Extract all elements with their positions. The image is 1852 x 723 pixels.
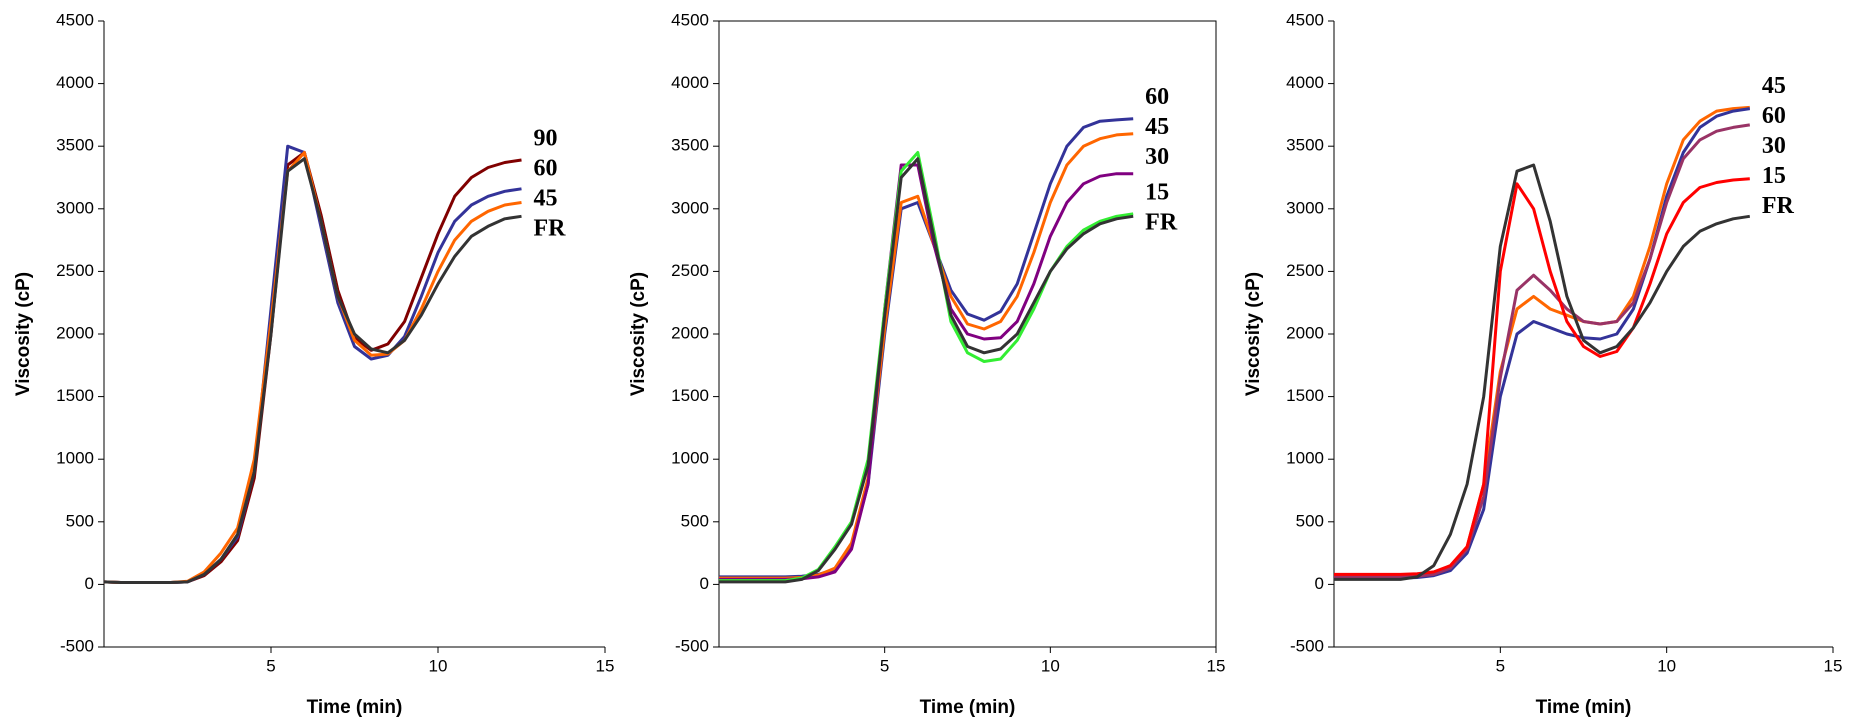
y-tick-label: 2500	[56, 261, 94, 280]
series-label: 60	[1145, 84, 1169, 110]
y-tick-label: 1000	[671, 449, 709, 468]
y-tick-label: -500	[675, 636, 709, 655]
x-tick-label: 10	[429, 656, 448, 675]
y-tick-label: 2500	[1286, 261, 1324, 280]
series-label: 45	[1762, 73, 1786, 99]
series-label: 45	[534, 185, 558, 211]
y-tick-label: 4500	[671, 10, 709, 29]
series-line	[1334, 163, 1751, 581]
series-label: FR	[534, 215, 567, 241]
y-tick-label: 4000	[1286, 73, 1324, 92]
y-tick-label: -500	[60, 636, 94, 655]
series-line	[1334, 105, 1750, 578]
y-tick-label: 3500	[56, 136, 94, 155]
x-axis-title: Time (min)	[1536, 697, 1632, 718]
series-label: 30	[1762, 133, 1786, 159]
series-line	[1334, 123, 1751, 579]
y-tick-label: 4500	[1286, 10, 1324, 29]
series-label: 60	[534, 155, 558, 181]
x-tick-label: 5	[266, 656, 275, 675]
y-tick-label: 0	[700, 574, 709, 593]
y-tick-label: 1000	[56, 449, 94, 468]
x-tick-label: 10	[1041, 656, 1060, 675]
series-label: 15	[1145, 179, 1169, 205]
series-line	[1334, 177, 1750, 576]
x-tick-label: 5	[880, 656, 889, 675]
y-tick-label: 2000	[1286, 323, 1324, 342]
x-axis-title: Time (min)	[920, 697, 1016, 718]
y-axis-title: Viscosity (cP)	[1243, 272, 1264, 396]
series-line	[103, 157, 522, 584]
y-tick-label: 1500	[1286, 386, 1324, 405]
x-tick-label: 15	[1207, 656, 1226, 675]
y-tick-label: 1500	[671, 386, 709, 405]
series-label: 30	[1145, 144, 1169, 170]
x-axis-title: Time (min)	[307, 697, 403, 718]
series-label: 60	[1762, 103, 1786, 129]
y-tick-label: 2000	[671, 323, 709, 342]
y-tick-label: 1000	[1286, 449, 1324, 468]
series-line	[103, 144, 522, 584]
y-tick-label: 3000	[56, 198, 94, 217]
series-line	[1334, 107, 1751, 580]
y-axis-title: Viscosity (cP)	[628, 272, 649, 396]
y-tick-label: 500	[1296, 511, 1324, 530]
series-line	[719, 157, 1134, 584]
x-tick-label: 10	[1657, 656, 1676, 675]
y-tick-label: 3000	[1286, 198, 1324, 217]
y-axis-title: Viscosity (cP)	[13, 272, 34, 396]
x-tick-label: 15	[1824, 656, 1843, 675]
series-label: FR	[1762, 193, 1795, 219]
series-label: 90	[534, 125, 558, 151]
y-tick-label: 2500	[671, 261, 709, 280]
y-tick-label: 0	[85, 574, 94, 593]
series-label: FR	[1145, 209, 1178, 235]
y-tick-label: 3500	[671, 136, 709, 155]
y-tick-label: 3500	[1286, 136, 1324, 155]
y-tick-label: 500	[681, 511, 709, 530]
y-tick-label: 3000	[671, 198, 709, 217]
y-tick-label: 4000	[56, 73, 94, 92]
y-tick-label: 500	[66, 511, 94, 530]
y-tick-label: -500	[1290, 636, 1324, 655]
x-tick-label: 5	[1496, 656, 1505, 675]
y-tick-label: 0	[1315, 574, 1324, 593]
x-tick-label: 15	[596, 656, 615, 675]
series-label: 15	[1762, 163, 1786, 189]
y-tick-label: 2000	[56, 323, 94, 342]
y-tick-label: 4500	[56, 10, 94, 29]
series-label: 45	[1145, 114, 1169, 140]
y-tick-label: 4000	[671, 73, 709, 92]
y-tick-label: 1500	[56, 386, 94, 405]
